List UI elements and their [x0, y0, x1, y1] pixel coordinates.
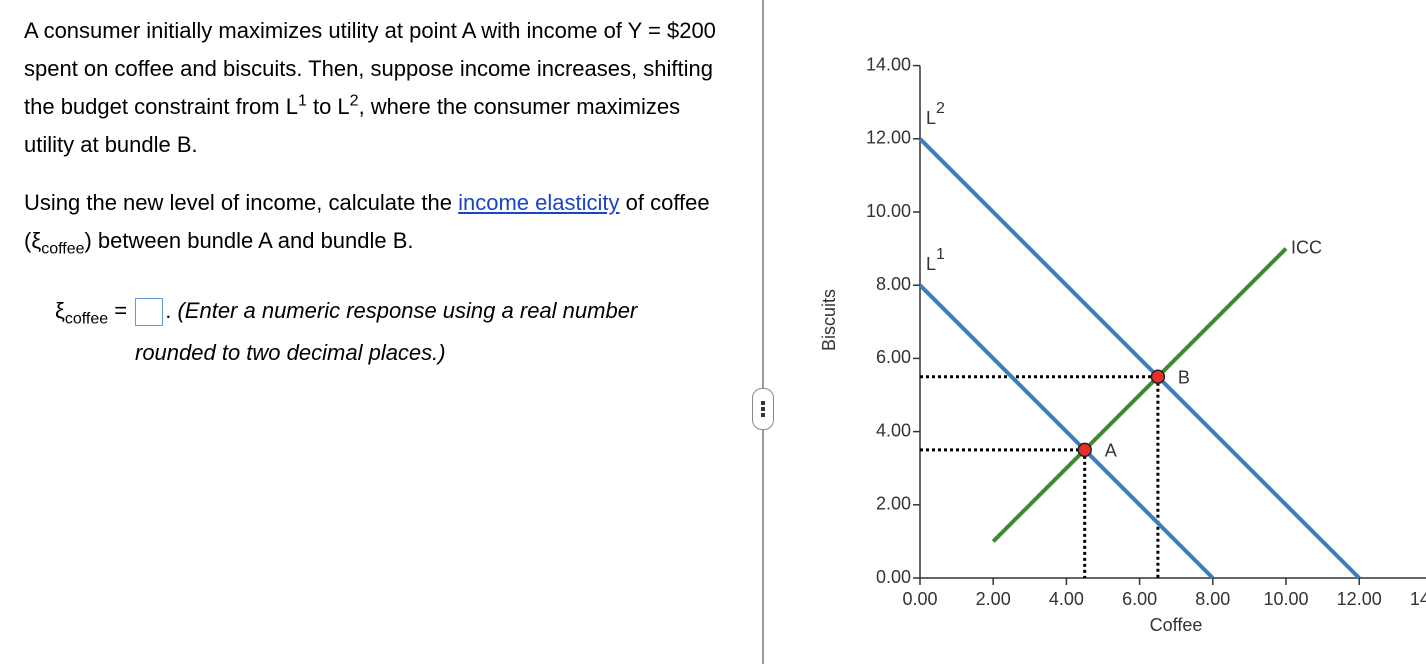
y-tick-label: 12.00 — [866, 128, 911, 148]
text: Using the new level of income, calculate… — [24, 190, 459, 215]
series-superscript: 2 — [936, 100, 945, 117]
x-tick-label: 6.00 — [1122, 589, 1157, 609]
y-axis-title: Biscuits — [819, 289, 839, 351]
point — [1077, 442, 1092, 458]
text: , where the consumer maximizes utility a… — [24, 94, 681, 157]
x-tick-label: 12.00 — [1337, 589, 1382, 609]
series-line — [991, 247, 1288, 543]
series-superscript: 1 — [936, 246, 945, 263]
y-tick-label: 4.00 — [876, 420, 911, 440]
text: of coffee ( — [24, 190, 710, 253]
subscript: coffee — [64, 310, 109, 328]
y-tick-label: 0.00 — [876, 567, 911, 587]
point-label: A — [1105, 441, 1117, 461]
x-tick-label: 2.00 — [976, 589, 1011, 609]
subscript: coffee — [41, 240, 85, 258]
x-tick-label: 10.00 — [1263, 589, 1308, 609]
question: A consumer initially maximizes utility a… — [24, 12, 724, 374]
y-tick-label: 2.00 — [876, 494, 911, 514]
superscript: 1 — [297, 92, 307, 110]
text: . — [165, 298, 178, 323]
series-label: L2 — [926, 100, 945, 128]
superscript: 2 — [349, 92, 359, 110]
paragraph: Using the new level of income, calculate… — [24, 184, 724, 260]
x-tick-label: 0.00 — [902, 589, 937, 609]
glossary-link[interactable]: income elasticity — [458, 190, 620, 215]
answer-line: ξcoffee = . (Enter a numeric response us… — [24, 290, 724, 374]
symbol: ξ — [55, 298, 65, 323]
paragraph: A consumer initially maximizes utility a… — [24, 12, 724, 164]
point-label: B — [1178, 367, 1190, 387]
series-name: L — [926, 254, 936, 274]
text: to L — [306, 94, 350, 119]
point — [1150, 369, 1166, 384]
answer-input[interactable] — [135, 298, 164, 327]
series-label: L1 — [926, 246, 945, 274]
instruction: (Enter a numeric response using a real n… — [135, 298, 638, 365]
series-line — [918, 137, 1361, 580]
series-name: L — [926, 108, 936, 128]
y-tick-label: 14.00 — [866, 54, 911, 74]
text: A consumer initially maximizes utility a… — [24, 18, 716, 119]
y-tick-label: 6.00 — [876, 347, 911, 367]
x-axis-title: Coffee — [1150, 615, 1203, 635]
series-label: ICC — [1291, 237, 1322, 257]
x-tick-label: 14.00 — [1410, 589, 1426, 609]
text: ) between bundle A and bundle B. — [84, 228, 414, 253]
x-tick-label: 4.00 — [1049, 589, 1084, 609]
divider — [762, 0, 764, 664]
symbol: ξ — [31, 228, 42, 253]
resize-handle[interactable] — [752, 388, 774, 430]
y-tick-label: 8.00 — [876, 274, 911, 294]
series-line — [918, 283, 1215, 580]
x-tick-label: 8.00 — [1195, 589, 1230, 609]
text: = — [108, 298, 134, 323]
y-tick-label: 10.00 — [866, 201, 911, 221]
